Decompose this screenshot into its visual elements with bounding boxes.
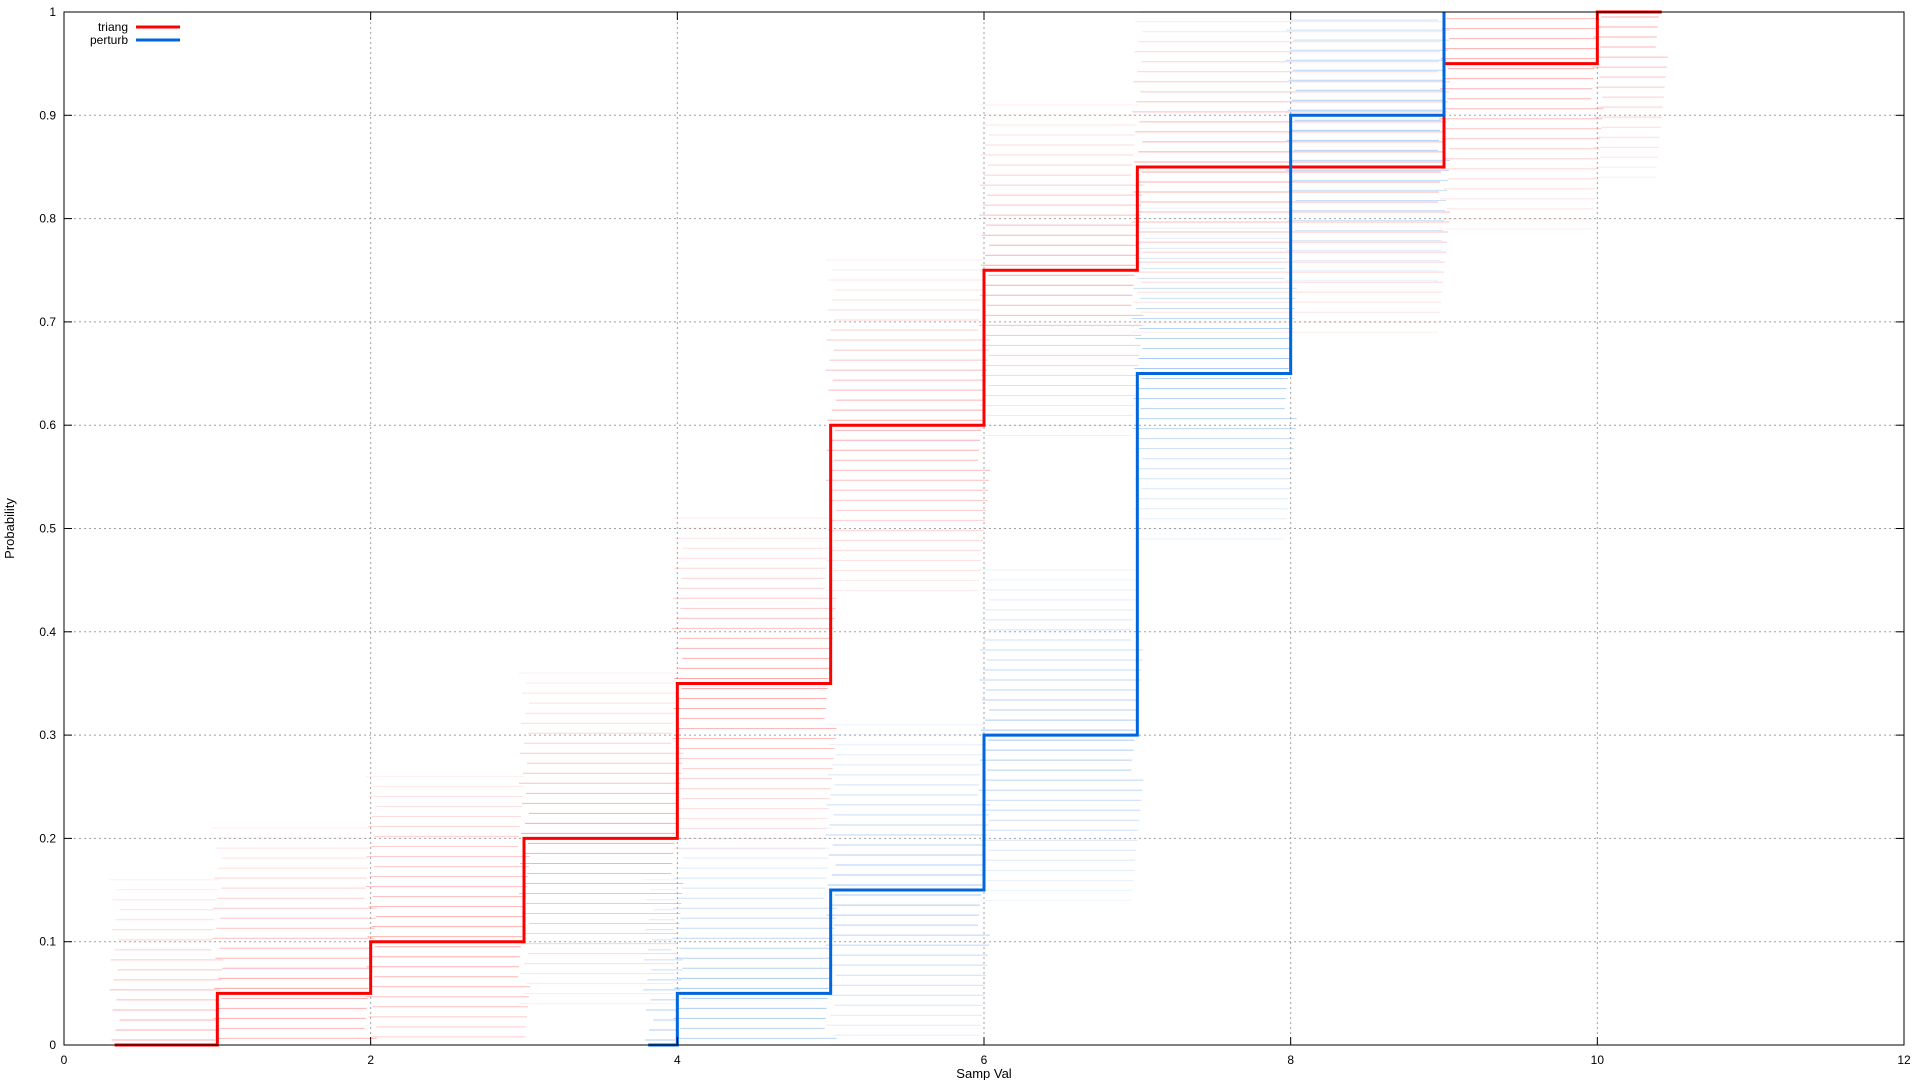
y-tick-label: 0: [49, 1038, 56, 1052]
x-tick-label: 2: [367, 1053, 374, 1067]
x-tick-label: 4: [674, 1053, 681, 1067]
axes-layer: 0 2 4 6 8 10 12 0 0.1 0.2 0.3 0.4 0.5 0.6 0.7 0.8 0.9 1 Sa…: [2, 5, 1911, 1080]
y-tick-label: 0.4: [39, 625, 56, 639]
y-tick-label: 0.7: [39, 315, 56, 329]
y-tick-label: 0.5: [39, 522, 56, 536]
x-tick-label: 8: [1287, 1053, 1294, 1067]
y-tick-label: 0.8: [39, 212, 56, 226]
y-tick-label: 0.9: [39, 108, 56, 122]
legend-label-perturb: perturb: [90, 33, 128, 47]
y-tick-label: 0.2: [39, 831, 56, 845]
x-axis-title: Samp Val: [956, 1066, 1012, 1080]
sample-band-layer: [109, 11, 1668, 1046]
series-line-perturb: [648, 12, 1446, 1047]
x-tick-label: 10: [1591, 1053, 1605, 1067]
legend-label-triang: triang: [98, 20, 128, 34]
y-tick-label: 0.3: [39, 728, 56, 742]
x-tick-label: 0: [61, 1053, 68, 1067]
x-tick-label: 12: [1897, 1053, 1911, 1067]
y-axis-title: Probability: [2, 498, 17, 559]
series-layer: [114, 10, 1662, 1047]
x-tick-label: 6: [981, 1053, 988, 1067]
y-tick-label: 0.6: [39, 418, 56, 432]
y-tick-label: 1: [49, 5, 56, 19]
y-tick-label: 0.1: [39, 935, 56, 949]
